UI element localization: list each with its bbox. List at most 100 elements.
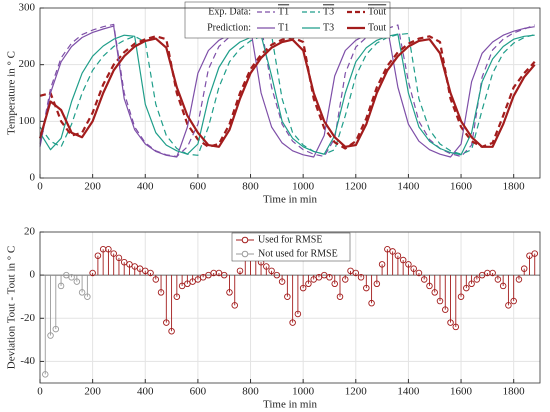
- stem-marker: [468, 280, 475, 288]
- x-tick-label: 400: [137, 181, 154, 193]
- line-series: [39, 32, 535, 156]
- legend-label: T3: [323, 22, 334, 33]
- y-axis-label: Deviation Tout - Tout in ° C: [6, 246, 18, 369]
- stem-marker: [68, 274, 75, 281]
- x-tick-label: 0: [37, 181, 43, 193]
- stem-marker: [184, 280, 191, 288]
- stem-marker: [120, 258, 128, 266]
- stem-marker: [384, 246, 391, 253]
- axes-frame: [39, 7, 541, 179]
- stem-marker: [42, 371, 49, 378]
- stem-marker: [394, 252, 402, 259]
- stem-marker: [410, 265, 417, 272]
- stem-marker: [205, 271, 212, 279]
- stem-marker: [263, 263, 270, 270]
- stem-marker: [105, 246, 112, 253]
- y-axis-label: Temperature in ° C: [6, 51, 18, 135]
- x-tick-label: 400: [137, 386, 154, 398]
- stem-marker: [168, 327, 175, 335]
- legend-box: [231, 232, 351, 262]
- stem-marker: [515, 276, 523, 283]
- stem-marker: [436, 297, 444, 305]
- x-tick-label: 600: [190, 386, 207, 398]
- x-axis-label: Time in min: [263, 399, 317, 411]
- x-tick-label: 1400: [397, 181, 420, 193]
- stem-marker: [94, 252, 102, 259]
- stem-marker: [126, 261, 133, 268]
- stem-marker: [284, 293, 291, 300]
- legend-group-label: Prediction:: [207, 22, 251, 33]
- line-series: [38, 37, 536, 148]
- y-tick-label: -20: [20, 312, 35, 324]
- x-tick-label: 1000: [292, 181, 315, 193]
- x-tick-label: 1600: [450, 181, 473, 193]
- legend-label: T3: [323, 6, 334, 17]
- x-tick-label: 1400: [397, 386, 420, 398]
- stem-marker: [289, 319, 296, 326]
- stem-marker: [320, 271, 328, 279]
- stem-marker: [57, 282, 65, 290]
- stem-marker: [368, 299, 375, 307]
- stem-marker: [499, 282, 507, 290]
- legend-label: T1: [278, 6, 289, 17]
- legend-label: Used for RMSE: [258, 234, 322, 245]
- stem-marker: [199, 274, 207, 281]
- stem-marker: [299, 284, 307, 292]
- stem-marker: [278, 278, 286, 285]
- stem-marker: [178, 282, 186, 290]
- stem-marker: [63, 271, 70, 279]
- stem-marker: [268, 267, 275, 275]
- stem-marker: [489, 269, 496, 277]
- stem-marker: [84, 293, 91, 300]
- x-tick-label: 1200: [345, 386, 368, 398]
- stem-marker: [426, 282, 433, 290]
- stem-marker: [389, 248, 396, 255]
- x-tick-label: 1200: [345, 181, 368, 193]
- stem-marker: [173, 293, 181, 300]
- stem-marker: [189, 278, 196, 285]
- stem-marker: [415, 269, 423, 277]
- stem-marker: [420, 276, 428, 283]
- stem-marker: [294, 310, 302, 318]
- stem-marker: [442, 306, 449, 313]
- stem-marker: [457, 293, 465, 300]
- stem-marker: [399, 256, 407, 264]
- x-tick-label: 200: [84, 386, 101, 398]
- stem-marker: [115, 254, 123, 262]
- legend-marker: [241, 250, 249, 258]
- y-tick-label: 100: [19, 115, 36, 127]
- stem-marker: [52, 325, 60, 333]
- stem-marker: [347, 267, 354, 275]
- stem-marker: [342, 276, 349, 283]
- stem-marker: [157, 289, 165, 296]
- stem-marker: [373, 280, 381, 288]
- stem-marker: [331, 280, 338, 288]
- legend-label: Tout: [368, 22, 386, 33]
- line-series: [39, 33, 535, 156]
- x-tick-label: 0: [37, 386, 43, 398]
- axes-frame: [39, 231, 541, 384]
- stem-marker: [526, 252, 533, 259]
- stem-marker: [520, 265, 528, 272]
- stem-marker: [142, 267, 149, 275]
- stem-marker: [305, 280, 312, 288]
- x-tick-label: 200: [84, 181, 101, 193]
- line-series: [39, 23, 535, 158]
- x-tick-label: 800: [242, 386, 259, 398]
- stem-marker: [226, 289, 233, 296]
- stem-marker: [478, 271, 486, 279]
- stem-marker: [531, 250, 538, 257]
- stem-marker: [336, 293, 344, 300]
- stem-marker: [405, 261, 412, 268]
- stem-marker: [326, 274, 333, 281]
- stem-marker: [89, 269, 96, 277]
- stem-marker: [236, 267, 244, 275]
- stem-marker: [363, 284, 370, 292]
- x-axis-label: Time in min: [263, 194, 317, 206]
- x-tick-label: 1600: [450, 386, 473, 398]
- stem-marker: [431, 289, 438, 296]
- stem-marker: [147, 269, 154, 277]
- stem-marker: [357, 274, 365, 281]
